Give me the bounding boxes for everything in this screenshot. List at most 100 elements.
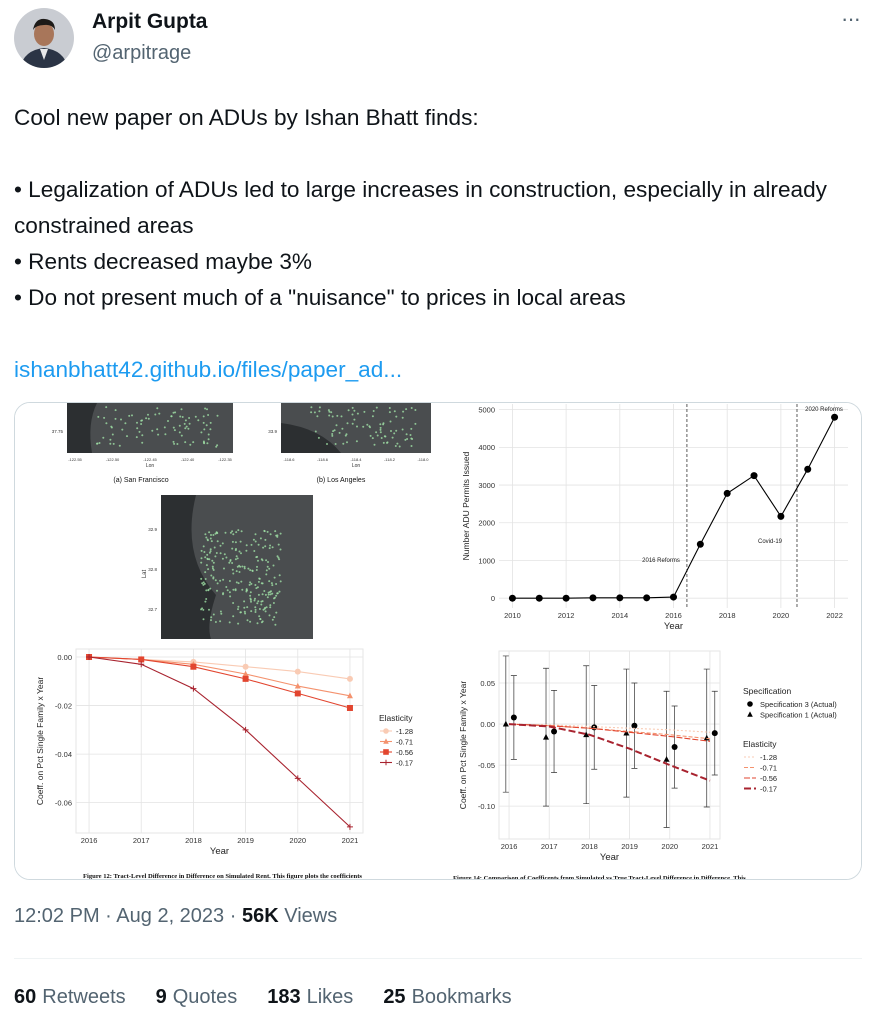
legend-swatch — [383, 728, 389, 734]
legend-swatch — [383, 738, 389, 744]
map-dot — [279, 548, 282, 551]
map-dot — [207, 589, 210, 592]
map-dot — [382, 422, 385, 425]
annotation: 2016 Reforms — [642, 558, 680, 564]
map-dot — [141, 434, 144, 437]
stat[interactable]: 25 Bookmarks — [383, 986, 511, 1009]
map-dot — [256, 555, 259, 558]
stat-count: 25 — [383, 986, 406, 1008]
map-dot — [232, 615, 235, 618]
map-dot — [257, 543, 260, 546]
map-dot — [222, 578, 225, 581]
map-dot — [158, 412, 161, 415]
legend-swatch — [747, 701, 753, 707]
figure-caption: Figure 12: Tract-Level Difference in Dif… — [83, 873, 362, 880]
author-name[interactable]: Arpit Gupta — [92, 10, 208, 33]
map-dot — [172, 426, 175, 429]
x-tick-label: 2018 — [719, 611, 736, 620]
map-dot — [391, 436, 394, 439]
x-tick-label: 2010 — [504, 611, 521, 620]
stat[interactable]: 9 Quotes — [156, 986, 238, 1009]
map-dot — [220, 612, 223, 615]
map-dot — [241, 588, 244, 591]
map-dot — [211, 559, 214, 562]
avatar[interactable] — [14, 8, 74, 68]
map-dot — [156, 428, 159, 431]
map-dot — [215, 445, 218, 448]
map-dot — [279, 532, 282, 535]
map-water — [281, 423, 341, 453]
media[interactable]: 37.75 -122.55 -122.50 -122.45 -122.40 -122.35… — [14, 402, 862, 880]
more-button[interactable]: ··· — [841, 6, 861, 31]
map-dot — [228, 580, 231, 582]
map-dot — [204, 578, 207, 580]
point — [663, 756, 670, 762]
stat-label: Bookmarks — [411, 986, 512, 1008]
x-tick-label: 2021 — [702, 842, 719, 851]
map-dot — [172, 411, 175, 414]
map-dot — [255, 569, 258, 571]
map-dot — [271, 618, 274, 621]
y-axis-label: Number ADU Permits Issued — [461, 451, 471, 560]
map-dot — [173, 442, 176, 445]
map-dot — [214, 579, 217, 582]
map-lon-tick: -122.55 — [68, 457, 82, 462]
map-dot — [211, 565, 214, 568]
map-dot — [340, 415, 343, 418]
point — [510, 714, 517, 721]
map-dot — [253, 599, 256, 602]
map-dot — [234, 541, 237, 544]
point — [562, 594, 570, 602]
map-dot — [259, 537, 262, 540]
map-dot — [197, 419, 200, 422]
map-dot — [379, 426, 382, 429]
map-dot — [235, 555, 238, 558]
point — [616, 594, 624, 602]
map-dot — [203, 551, 206, 553]
map-dot — [240, 580, 243, 583]
time[interactable]: 12:02 PM — [14, 905, 100, 927]
x-axis-label: Year — [210, 846, 229, 857]
map-dot — [213, 546, 216, 549]
point — [346, 823, 353, 830]
link[interactable]: ishanbhatt42.github.io/files/paper_ad... — [14, 357, 403, 382]
map-lat-tick: 32.9 — [148, 527, 157, 532]
map-dot — [207, 438, 210, 441]
map-dot — [260, 603, 263, 606]
map-dot — [263, 590, 266, 592]
map-dot — [261, 582, 264, 585]
map-dot — [375, 431, 378, 434]
point — [551, 728, 558, 735]
x-tick-label: 2020 — [773, 611, 790, 620]
map-dot — [269, 544, 272, 547]
map-dot — [275, 583, 278, 585]
map-dot — [208, 531, 211, 534]
map-dot — [252, 538, 255, 541]
point — [294, 690, 301, 697]
stat[interactable]: 60 Retweets — [14, 986, 126, 1009]
map-dot — [147, 413, 149, 416]
y-tick-label: 1000 — [478, 556, 495, 565]
map-lat-tick: 32.8 — [148, 567, 157, 572]
map-lat-label: Lat — [142, 569, 148, 578]
x-tick-label: 2020 — [289, 836, 306, 845]
map-dot — [231, 540, 234, 543]
legend-label: -0.17 — [396, 759, 413, 768]
author-handle[interactable]: @arpitrage — [92, 42, 192, 64]
point — [242, 663, 249, 670]
x-tick-label: 2019 — [237, 836, 254, 845]
map-dot — [334, 443, 337, 445]
date[interactable]: Aug 2, 2023 — [116, 905, 225, 927]
map-dot — [396, 442, 399, 445]
map-dot — [202, 608, 205, 611]
map-dot — [219, 544, 222, 547]
map-dot — [209, 428, 212, 431]
stat[interactable]: 183 Likes — [267, 986, 353, 1009]
point — [190, 685, 197, 692]
map-dot — [246, 606, 249, 609]
map-dot — [368, 425, 371, 428]
map-dot — [210, 540, 213, 543]
series-line — [508, 723, 711, 782]
map-dot — [214, 555, 217, 558]
y-tick-label: 0.00 — [480, 720, 495, 729]
